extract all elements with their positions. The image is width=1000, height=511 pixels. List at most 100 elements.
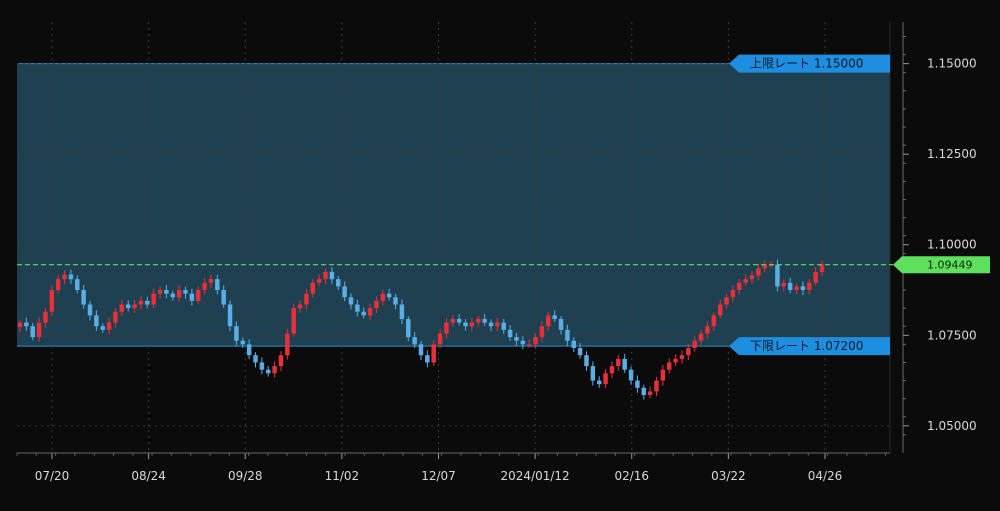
- x-tick-label: 03/22: [711, 469, 746, 483]
- candle-body: [590, 366, 596, 381]
- candle-body: [616, 358, 621, 367]
- lower-rate-label: 下限レート 1.07200: [750, 339, 863, 353]
- candle-body: [399, 304, 405, 319]
- candle-body: [476, 318, 481, 323]
- upper-rate-label: 上限レート 1.15000: [750, 57, 863, 71]
- candle-body: [386, 293, 392, 298]
- candle-body: [743, 279, 748, 283]
- current-rate-tag: [893, 256, 990, 274]
- candle-body: [240, 340, 246, 345]
- candle-body: [304, 293, 309, 305]
- candle-body: [584, 355, 589, 367]
- candle-body: [730, 290, 736, 298]
- candle-body: [55, 279, 61, 291]
- candle-body: [526, 344, 532, 346]
- candle-body: [68, 274, 74, 280]
- rate-band-area: [17, 63, 890, 347]
- candle-body: [323, 271, 328, 280]
- candle-body: [539, 326, 545, 338]
- candle-body: [800, 286, 806, 291]
- candle-body: [450, 318, 456, 323]
- x-tick-label: 09/28: [228, 469, 263, 483]
- candle-body: [374, 300, 379, 309]
- candle-body: [425, 355, 430, 363]
- candle-body: [654, 380, 659, 392]
- candle-body: [285, 333, 290, 356]
- candle-body: [533, 337, 538, 345]
- candle-body: [316, 279, 322, 283]
- x-tick-label: 11/02: [325, 469, 360, 483]
- candle-body: [132, 304, 137, 309]
- candle-body: [393, 297, 398, 305]
- y-tick-label: 1.12500: [927, 147, 977, 161]
- candle-body: [266, 369, 271, 374]
- x-tick-label: 08/24: [131, 469, 166, 483]
- rate-band-layer: [17, 63, 890, 347]
- candle-body: [819, 264, 825, 272]
- current-rate-label: 1.09449: [927, 259, 973, 272]
- candle-body: [75, 279, 80, 291]
- candle-body: [673, 358, 678, 363]
- candle-body: [456, 318, 462, 323]
- candle-body: [717, 304, 723, 316]
- candle-body: [488, 322, 494, 327]
- candle-body: [781, 282, 787, 287]
- candle-body: [125, 304, 131, 309]
- x-tick-label: 2024/01/12: [501, 469, 570, 483]
- candle-body: [221, 290, 226, 305]
- candle-body: [145, 300, 150, 305]
- lower-rate-tag: [729, 337, 890, 356]
- candle-body: [208, 279, 214, 283]
- labels-layer: 1.15000 1.12500 1.10000 1.07500 1.05000 07/20…: [17, 54, 990, 483]
- candle-body: [355, 304, 360, 312]
- candle-body: [628, 369, 634, 381]
- candle-body: [756, 268, 761, 276]
- candle-body: [30, 326, 35, 338]
- candle-body: [406, 318, 411, 338]
- candle-body: [119, 304, 125, 312]
- x-tick-label: 02/16: [614, 469, 649, 483]
- candle-body: [234, 326, 239, 341]
- candle-body: [113, 311, 118, 323]
- y-tick-label: 1.07500: [927, 328, 977, 342]
- candle-body: [787, 282, 793, 291]
- candle-body: [431, 344, 436, 363]
- candle-body: [437, 333, 443, 345]
- candle-body: [227, 304, 233, 327]
- candle-body: [348, 297, 354, 305]
- candle-body: [737, 282, 742, 291]
- candle-body: [546, 315, 551, 327]
- candle-body: [565, 329, 570, 341]
- candle-body: [278, 355, 284, 367]
- candle-body: [412, 337, 417, 345]
- candle-body: [692, 340, 697, 348]
- candle-body: [170, 293, 175, 298]
- candle-body: [520, 340, 526, 345]
- candle-body: [342, 286, 347, 298]
- candle-body: [705, 326, 710, 334]
- candle-body: [686, 347, 691, 356]
- candle-body: [667, 362, 672, 370]
- candle-body: [176, 290, 182, 298]
- candle-body: [138, 300, 144, 305]
- candle-body: [329, 271, 335, 280]
- x-tick-label: 07/20: [35, 469, 70, 483]
- candle-body: [253, 355, 258, 363]
- candle-body: [647, 391, 653, 396]
- candle-body: [380, 293, 386, 301]
- candle-body: [367, 308, 373, 316]
- candle-body: [679, 355, 685, 359]
- candle-body: [246, 344, 252, 356]
- candle-body: [501, 322, 506, 330]
- candle-body: [49, 290, 55, 312]
- candle-body: [698, 333, 704, 341]
- candle-body: [291, 308, 296, 334]
- candle-body: [577, 347, 583, 356]
- candle-body: [106, 322, 112, 330]
- candle-body: [609, 366, 615, 374]
- candle-body: [87, 304, 93, 316]
- candle-body: [558, 318, 564, 330]
- candle-body: [507, 329, 513, 338]
- candle-body: [813, 271, 818, 283]
- candle-body: [571, 340, 576, 348]
